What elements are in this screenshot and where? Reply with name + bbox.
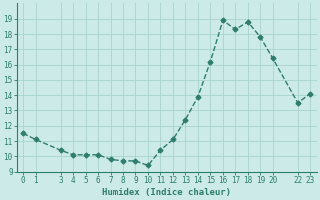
X-axis label: Humidex (Indice chaleur): Humidex (Indice chaleur) [102, 188, 231, 197]
